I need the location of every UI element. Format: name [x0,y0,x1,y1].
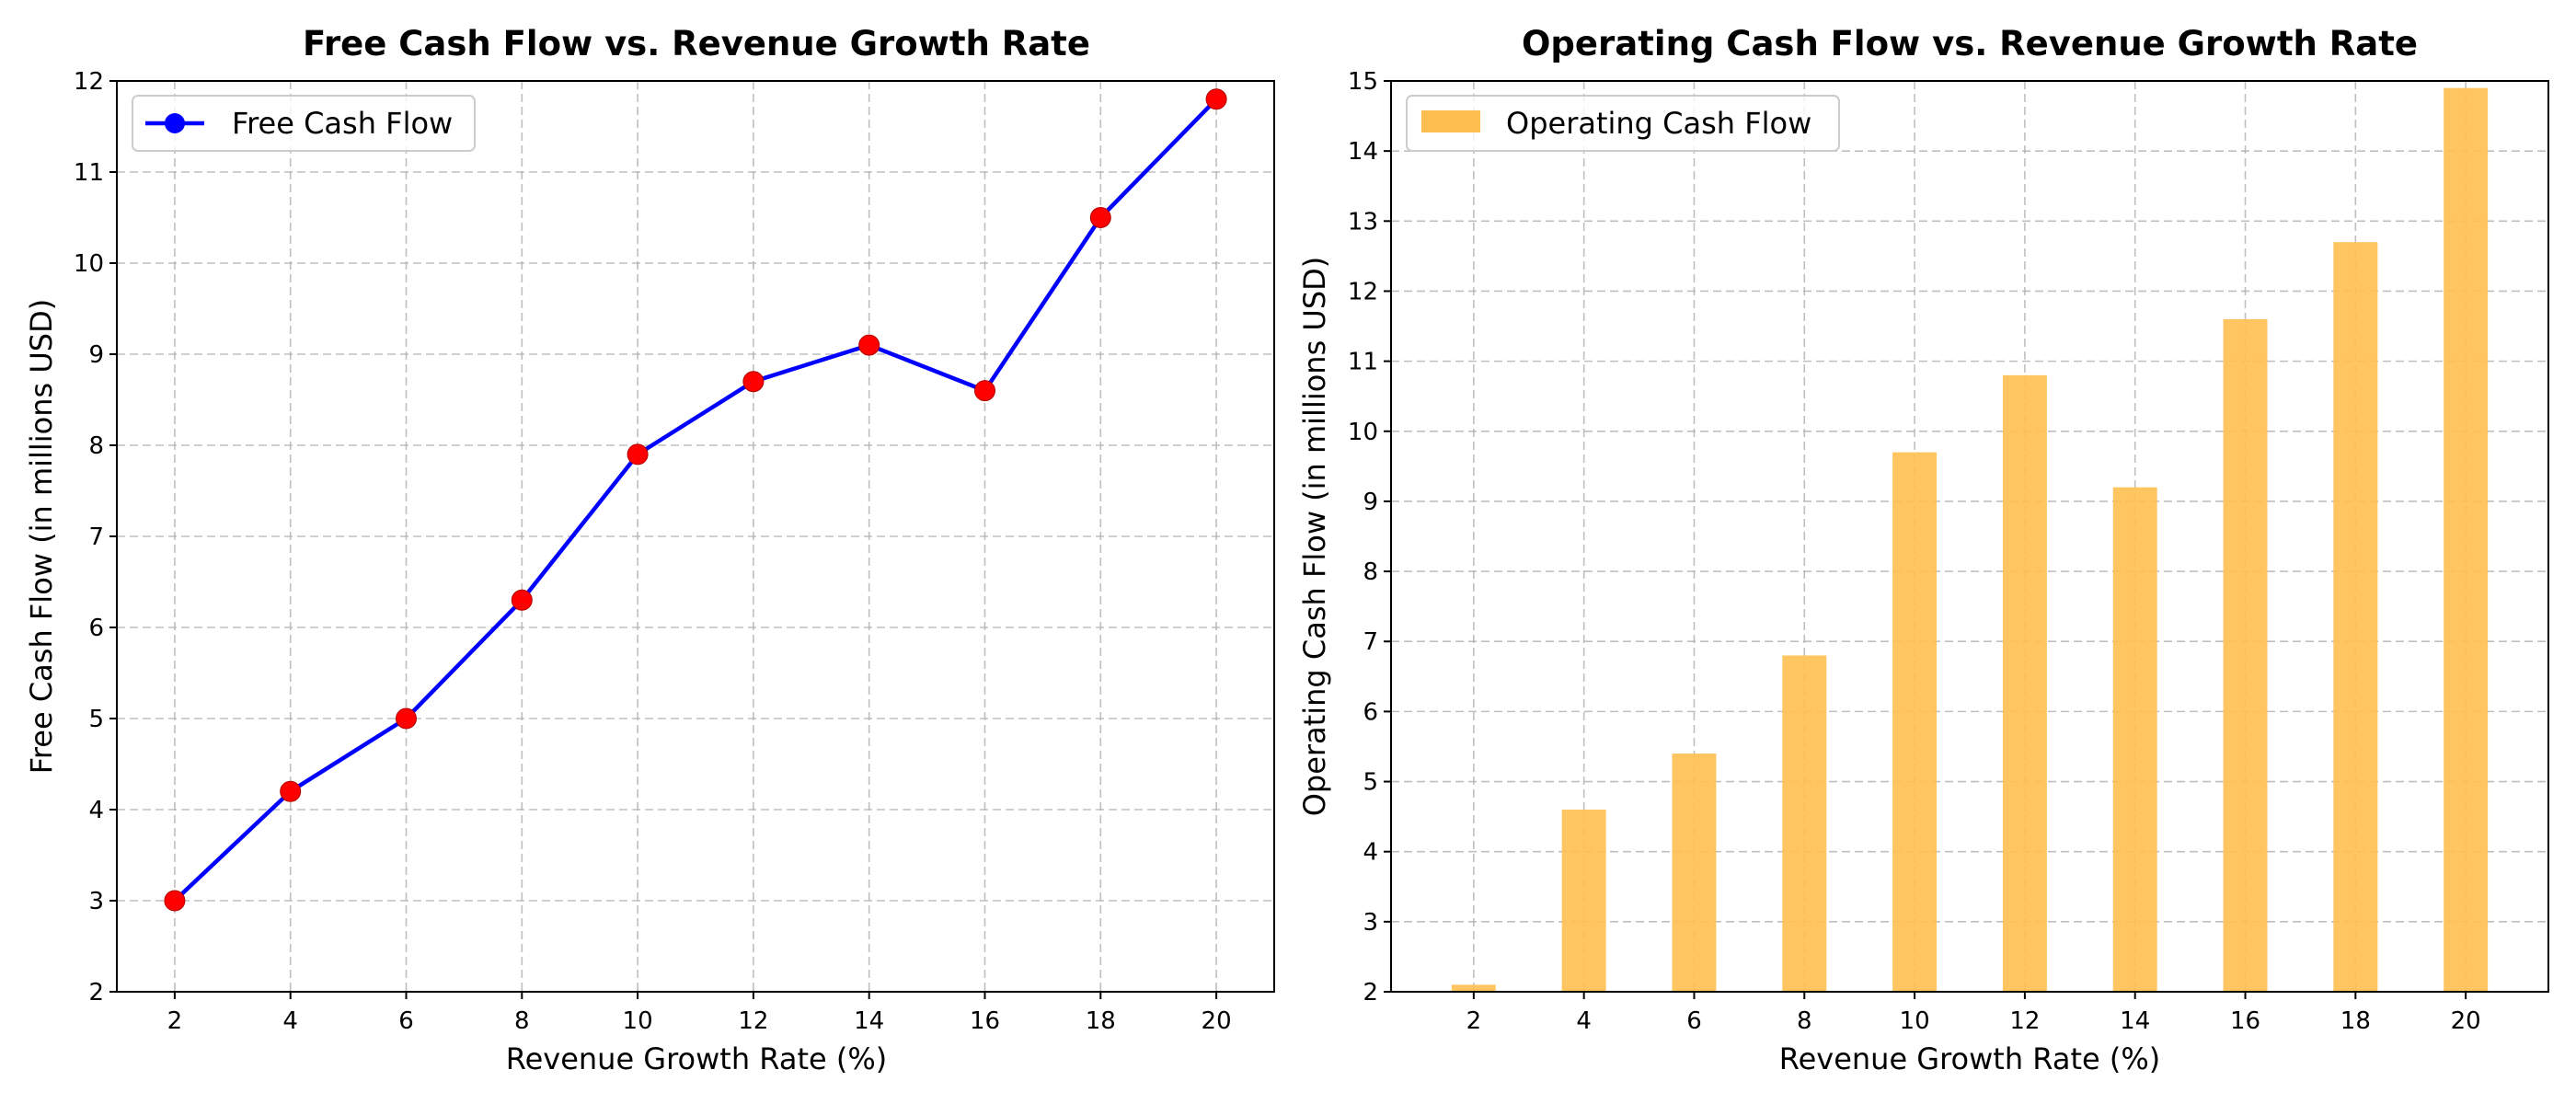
y-tick-label: 10 [1348,419,1378,446]
axis-ticks: 2 4 6 8 10 12 14 16 18 20 2 3 4 5 6 7 8 9 10 11 12 [74,68,1232,1035]
x-tick-label: 4 [282,1007,298,1035]
data-point-marker [742,371,765,393]
bar [1451,984,1496,992]
y-tick-label: 7 [1363,628,1378,656]
chart-title: Free Cash Flow vs. Revenue Growth Rate [303,24,1090,63]
x-tick-label: 10 [1900,1007,1930,1035]
bar [2002,374,2047,992]
y-tick-label: 9 [88,341,104,369]
y-tick-label: 7 [88,523,104,551]
legend-box [1406,95,1840,152]
data-series [164,88,1227,912]
x-tick-label: 2 [1466,1007,1482,1035]
plot-frame [1390,80,2549,993]
bar [2333,242,2378,993]
data-point-marker [858,334,880,356]
x-tick-label: 20 [2451,1007,2481,1035]
bar [1892,452,1938,993]
y-tick-label: 5 [88,706,104,733]
data-point-marker [396,707,417,730]
x-tick-label: 4 [1576,1007,1592,1035]
grid-lines [117,80,1274,993]
y-tick-label: 3 [88,888,104,915]
y-tick-label: 2 [88,979,104,1006]
y-tick-label: 6 [88,615,104,642]
x-tick-label: 14 [2120,1007,2150,1035]
x-tick-label: 6 [1686,1007,1702,1035]
plot-frame [116,80,1275,993]
legend-box [132,95,476,152]
data-point-marker [1089,207,1111,228]
y-tick-label: 8 [88,432,104,460]
bar [2223,318,2268,992]
axis-ticks: 2 4 6 8 10 12 14 16 18 20 2 3 4 5 6 7 8 9 10 11 12 13 14 15 [1348,68,2481,1035]
data-point-marker [627,443,649,466]
x-tick-label: 20 [1202,1007,1232,1035]
x-tick-label: 16 [2230,1007,2260,1035]
y-tick-label: 9 [1363,489,1378,516]
bar [2112,487,2157,992]
x-tick-label: 10 [623,1007,653,1035]
data-point-marker [974,380,995,402]
legend-label: Operating Cash Flow [1506,106,1811,141]
bar [1672,753,1717,992]
data-series [1451,87,2489,993]
y-tick-label: 3 [1363,909,1378,937]
bar [1782,655,1827,992]
x-tick-label: 16 [970,1007,1000,1035]
y-axis-label: Operating Cash Flow (in millions USD) [1297,257,1332,817]
y-tick-label: 13 [1348,208,1378,236]
y-tick-label: 6 [1363,698,1378,726]
data-point-marker [280,780,302,802]
y-tick-label: 8 [1363,558,1378,586]
y-tick-label: 14 [1348,138,1378,166]
series-line [173,98,1218,903]
y-tick-label: 11 [74,159,104,187]
x-tick-label: 8 [1797,1007,1812,1035]
legend: Operating Cash Flow [1406,95,1840,152]
data-point-marker [164,890,186,912]
x-axis-label: Revenue Growth Rate (%) [506,1041,887,1076]
data-point-marker [1205,88,1227,110]
x-tick-label: 12 [2009,1007,2040,1035]
bar [2444,87,2489,993]
y-tick-label: 5 [1363,769,1378,797]
x-tick-label: 12 [738,1007,768,1035]
data-point-marker [511,589,533,611]
operating-cash-flow-chart: Operating Cash Flow vs. Revenue Growth R… [1297,24,2549,1076]
y-tick-label: 2 [1363,979,1378,1006]
y-tick-label: 10 [74,250,104,278]
y-tick-label: 12 [1348,278,1378,305]
x-tick-label: 18 [1086,1007,1116,1035]
free-cash-flow-chart: Free Cash Flow vs. Revenue Growth Rate 2… [24,24,1275,1076]
chart-title: Operating Cash Flow vs. Revenue Growth R… [1522,24,2418,63]
y-tick-label: 4 [1363,839,1378,867]
y-tick-label: 4 [88,797,104,824]
y-axis-label: Free Cash Flow (in millions USD) [24,299,59,775]
legend-color-swatch [1421,110,1480,132]
bar [1561,810,1606,992]
legend-label: Free Cash Flow [232,106,453,141]
x-tick-label: 8 [514,1007,530,1035]
legend-marker-swatch [165,113,185,133]
y-tick-label: 11 [1348,349,1378,376]
x-tick-label: 2 [167,1007,183,1035]
legend: Free Cash Flow [132,95,476,152]
x-tick-label: 6 [398,1007,414,1035]
x-tick-label: 14 [854,1007,884,1035]
y-tick-label: 12 [74,68,104,96]
y-tick-label: 15 [1348,68,1378,96]
x-axis-label: Revenue Growth Rate (%) [1779,1041,2160,1076]
x-tick-label: 18 [2340,1007,2371,1035]
